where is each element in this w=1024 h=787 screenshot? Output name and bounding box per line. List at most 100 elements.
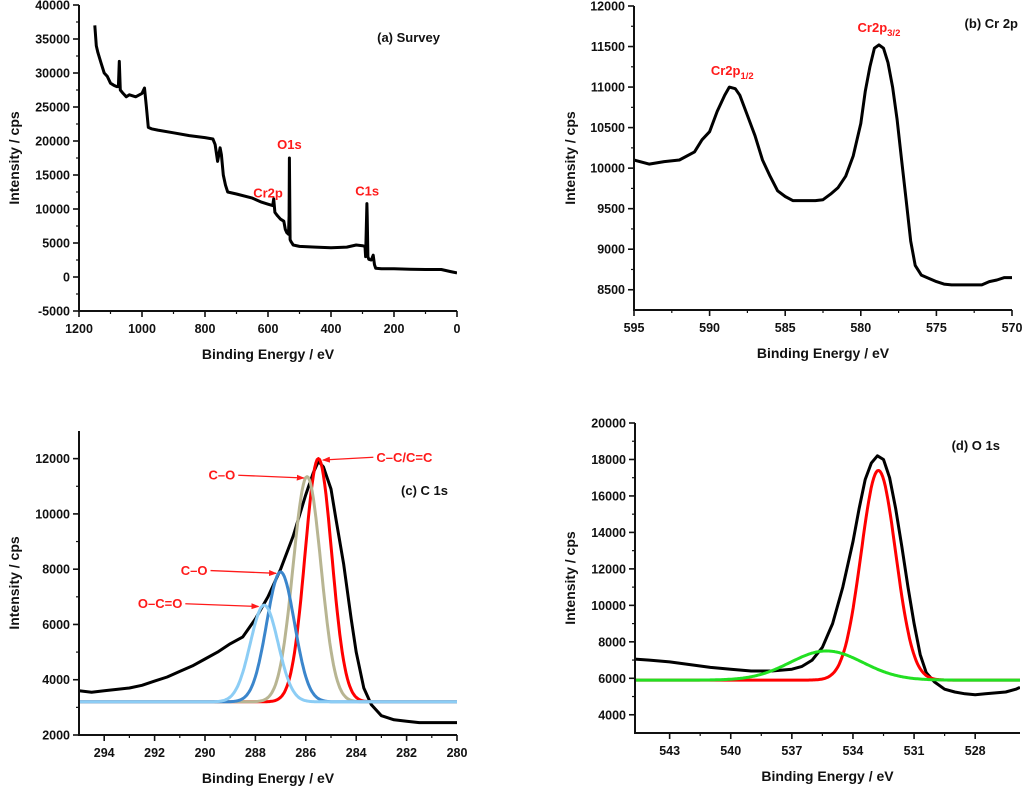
peak-annotation-label: C1s xyxy=(355,183,379,198)
y-tick-label: 30000 xyxy=(35,67,70,81)
y-tick-label: 18000 xyxy=(591,453,626,467)
x-tick-label: 531 xyxy=(904,744,925,758)
y-tick-label: 2000 xyxy=(42,729,70,743)
x-tick-label: 575 xyxy=(926,321,947,335)
y-tick-label: 12000 xyxy=(591,562,626,576)
x-tick-label: 534 xyxy=(843,744,864,758)
y-tick-label: 8000 xyxy=(42,563,70,577)
panel-title: (c) C 1s xyxy=(401,483,448,498)
series-line-fit-1 xyxy=(635,469,1020,682)
y-tick-label: 0 xyxy=(63,271,70,285)
x-tick-label: 284 xyxy=(346,746,367,760)
y-axis-label: Intensity / cps xyxy=(562,111,578,205)
y-tick-label: 9000 xyxy=(597,243,625,257)
y-tick-label: 4000 xyxy=(598,708,626,722)
x-tick-label: 580 xyxy=(850,321,871,335)
x-tick-label: 590 xyxy=(699,321,720,335)
x-tick-label: 0 xyxy=(454,322,461,336)
x-tick-label: 282 xyxy=(396,746,417,760)
y-tick-label: 6000 xyxy=(42,618,70,632)
series-line-data-0 xyxy=(79,459,457,725)
peak-annotation-label: Cr2p1/2 xyxy=(711,63,754,82)
x-tick-label: 286 xyxy=(295,746,316,760)
series-line-fit-4 xyxy=(79,603,457,704)
series-line-fit-3 xyxy=(79,570,457,704)
x-tick-label: 585 xyxy=(775,321,796,335)
x-tick-label: 595 xyxy=(624,321,645,335)
y-tick-label: 6000 xyxy=(598,672,626,686)
series-line-data-0 xyxy=(634,43,1012,287)
peak-annotation-label: O–C=O xyxy=(138,596,182,611)
y-tick-label: 8000 xyxy=(598,635,626,649)
x-axis-label: Binding Energy / eV xyxy=(761,768,894,784)
y-tick-label: 15000 xyxy=(35,169,70,183)
y-tick-label: 14000 xyxy=(591,526,626,540)
y-tick-label: 11000 xyxy=(591,81,625,95)
y-tick-label: -5000 xyxy=(38,305,70,319)
y-tick-label: 40000 xyxy=(35,0,70,13)
peak-annotation-label: C–C/C=C xyxy=(376,450,433,465)
y-axis-label: Intensity / cps xyxy=(6,111,22,205)
peak-annotation-label: Cr2p xyxy=(253,185,283,200)
panel-d: 4000 6000 8000 10000 12000 14000 16000 18000 200… xyxy=(562,417,1020,784)
x-tick-label: 290 xyxy=(195,746,216,760)
y-tick-label: 10500 xyxy=(590,121,625,135)
y-tick-label: 4000 xyxy=(42,673,70,687)
series-line-fit-2 xyxy=(635,649,1020,682)
x-tick-label: 1000 xyxy=(128,322,156,336)
x-tick-label: 800 xyxy=(195,322,216,336)
annotation-arrow xyxy=(321,456,374,463)
peak-annotation-subscript: 1/2 xyxy=(740,71,753,82)
peak-annotation-label: Cr2p3/2 xyxy=(858,20,901,39)
y-tick-label: 12000 xyxy=(590,0,625,14)
y-tick-label: 12000 xyxy=(35,452,70,466)
y-tick-label: 20000 xyxy=(591,417,626,431)
x-tick-label: 1200 xyxy=(65,322,93,336)
y-tick-label: 25000 xyxy=(35,101,70,115)
peak-annotation-label: C–O xyxy=(209,468,236,483)
y-tick-label: 9500 xyxy=(597,202,625,216)
annotation-arrow xyxy=(210,569,278,577)
panel-title: (d) O 1s xyxy=(952,438,1000,453)
x-axis-label: Binding Energy / eV xyxy=(757,345,890,361)
y-tick-label: 20000 xyxy=(35,135,70,149)
panel-a: -500005000100001500020000250003000035000… xyxy=(6,0,461,362)
y-tick-label: 16000 xyxy=(591,489,626,503)
y-tick-label: 10000 xyxy=(35,203,70,217)
y-axis-label: Intensity / cps xyxy=(6,536,22,630)
y-axis-label: Intensity / cps xyxy=(562,531,578,625)
x-tick-label: 280 xyxy=(447,746,468,760)
y-tick-label: 10000 xyxy=(590,162,625,176)
x-tick-label: 528 xyxy=(965,744,986,758)
x-tick-label: 292 xyxy=(144,746,165,760)
x-tick-label: 200 xyxy=(384,322,405,336)
y-tick-label: 35000 xyxy=(35,33,70,47)
x-tick-label: 540 xyxy=(720,744,741,758)
x-axis-label: Binding Energy / eV xyxy=(202,346,335,362)
series-line-fit-2 xyxy=(79,475,457,704)
x-tick-label: 543 xyxy=(659,744,680,758)
x-tick-label: 537 xyxy=(781,744,802,758)
y-tick-label: 5000 xyxy=(42,237,70,251)
panel-c: 2000 4000 6000 8000 10000 12000 294 292 290 288 28… xyxy=(6,431,467,786)
annotation-arrow xyxy=(185,603,260,610)
x-tick-label: 294 xyxy=(94,746,115,760)
y-tick-label: 8500 xyxy=(597,283,625,297)
y-tick-label: 10000 xyxy=(591,599,626,613)
peak-annotation-label: C–O xyxy=(181,563,208,578)
panel-title: (b) Cr 2p xyxy=(965,16,1019,31)
x-tick-label: 570 xyxy=(1002,321,1023,335)
series-line-data-0 xyxy=(93,25,457,275)
series-line-data-0 xyxy=(635,454,1020,697)
panel-b: 8500 9000 9500 10000 10500 11000 11500 12000 595… xyxy=(562,0,1022,361)
peak-annotation-subscript: 3/2 xyxy=(887,28,900,39)
annotation-arrow xyxy=(238,474,305,481)
x-tick-label: 288 xyxy=(245,746,266,760)
x-tick-label: 600 xyxy=(258,322,279,336)
x-tick-label: 400 xyxy=(321,322,342,336)
y-tick-label: 10000 xyxy=(35,507,70,521)
y-tick-label: 11500 xyxy=(591,40,625,54)
peak-annotation-label: O1s xyxy=(277,137,302,152)
panel-title: (a) Survey xyxy=(377,30,441,45)
